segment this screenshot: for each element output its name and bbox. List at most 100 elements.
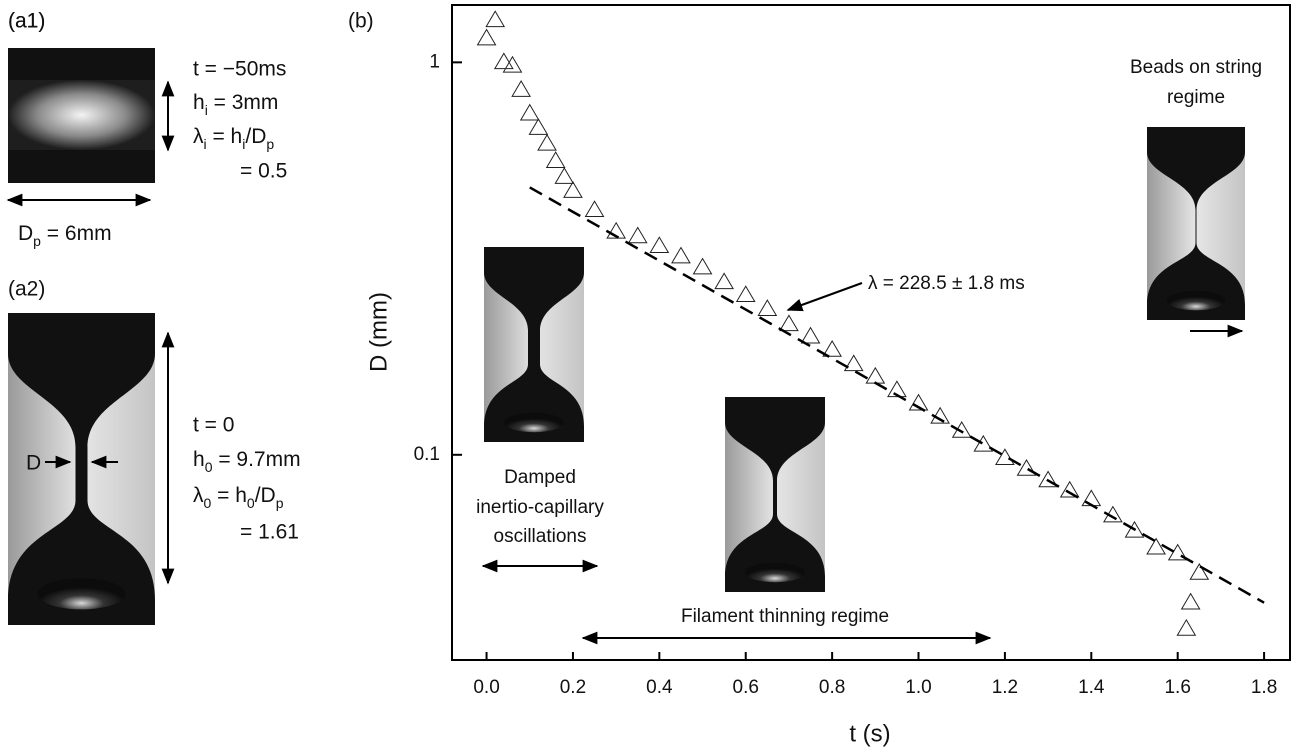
data-point — [528, 118, 549, 135]
data-point — [485, 10, 506, 28]
height-label: hi = 3mm — [193, 91, 278, 118]
data-point — [554, 167, 575, 184]
x-tick-label: 0.2 — [560, 677, 586, 698]
data-point — [493, 52, 514, 70]
data-point — [606, 221, 627, 239]
x-tick-label: 0.0 — [473, 677, 499, 698]
ratio-label: λ0 = h0/Dp — [193, 484, 284, 511]
time-label: t = 0 — [193, 414, 234, 437]
annotation: λ = 228.5 ± 1.8 ms — [868, 273, 1025, 294]
panel-label: (a1) — [8, 10, 45, 33]
fit-line — [529, 186, 1265, 604]
x-tick-label: 0.6 — [733, 677, 759, 698]
text-run: = h — [207, 125, 243, 148]
photo-highlight — [504, 412, 564, 433]
diameter-label: Dp = 6mm — [18, 222, 112, 249]
ratio-label: λi = hi/Dp — [193, 125, 274, 152]
data-point — [865, 366, 886, 384]
data-point — [714, 272, 735, 290]
data-point — [1038, 470, 1058, 488]
x-tick-label: 1.8 — [1251, 677, 1277, 698]
data-point — [1176, 618, 1197, 636]
x-tick-label: 0.8 — [819, 677, 845, 698]
time-label: t = −50ms — [193, 58, 286, 81]
photo-liquid — [8, 313, 155, 625]
plot-frame — [451, 4, 1291, 661]
y-tick-label: 0.1 — [414, 444, 440, 465]
subscript: p — [266, 136, 274, 152]
data-point — [476, 28, 497, 46]
subscript: 0 — [205, 459, 213, 475]
x-tick-label: 1.6 — [1164, 677, 1190, 698]
y-tick-label: 1 — [429, 51, 440, 72]
data-point — [511, 80, 531, 97]
data-point — [908, 393, 929, 411]
photo — [8, 313, 155, 625]
photo-highlight — [745, 562, 805, 583]
annotation: inertio-capillary — [476, 497, 604, 518]
photo-liquid — [725, 397, 825, 592]
data-point — [822, 339, 842, 357]
height-label: h0 = 9.7mm — [193, 448, 301, 475]
text-run: = 6mm — [41, 222, 112, 245]
x-axis-label: t (s) — [849, 720, 890, 747]
x-tick-label: 1.0 — [905, 677, 931, 698]
data-point — [1059, 480, 1080, 498]
subscript: p — [276, 495, 284, 511]
diameter-symbol: D — [26, 452, 41, 475]
text-run: D — [18, 222, 33, 245]
data-point — [930, 406, 950, 424]
annotation: oscillations — [494, 526, 587, 547]
data-point — [843, 354, 864, 372]
ratio-value: = 0.5 — [240, 160, 287, 183]
data-point — [1180, 592, 1201, 610]
data-point — [995, 448, 1015, 466]
data-point — [1146, 537, 1166, 555]
data-point — [757, 299, 778, 316]
data-point — [502, 55, 523, 73]
subscript: i — [242, 136, 245, 152]
data-point — [1081, 489, 1102, 507]
data-point — [951, 420, 972, 438]
photo-highlight — [1166, 291, 1226, 311]
data-point — [584, 200, 605, 218]
text-run: h — [193, 448, 205, 471]
text-run: /D — [245, 125, 266, 148]
annotation: Damped — [504, 467, 576, 488]
photo-liquid — [8, 80, 155, 150]
data-point — [1124, 520, 1145, 538]
arrow — [786, 282, 863, 312]
photo-liquid — [484, 247, 584, 442]
photo-liquid — [1147, 127, 1245, 320]
subscript: 0 — [247, 495, 255, 511]
data-point — [627, 226, 648, 244]
text-run: = 9.7mm — [212, 448, 300, 471]
annotation: Filament thinning regime — [681, 606, 889, 627]
x-tick-label: 0.4 — [646, 677, 673, 698]
data-point — [973, 434, 994, 452]
data-point — [800, 326, 821, 344]
x-tick-label: 1.4 — [1078, 677, 1105, 698]
data-point — [1016, 459, 1037, 476]
data-point — [735, 285, 756, 303]
ratio-value: = 1.61 — [240, 521, 299, 544]
y-axis-label: D (mm) — [365, 292, 392, 372]
text-run: λ — [193, 125, 204, 148]
data-point — [563, 181, 583, 198]
text-run: λ — [193, 484, 204, 507]
x-tick-label: 1.2 — [992, 677, 1018, 698]
subscript: 0 — [204, 495, 212, 511]
data-point — [649, 236, 670, 254]
data-point — [545, 151, 566, 168]
data-point — [692, 257, 713, 275]
panel-label: (a2) — [8, 278, 45, 301]
subscript: i — [204, 136, 207, 152]
text-run: = h — [211, 484, 247, 507]
annotation: regime — [1167, 87, 1225, 108]
text-run: /D — [255, 484, 276, 507]
data-point — [519, 103, 540, 121]
panel-label: (b) — [348, 10, 374, 33]
panel-label: (a1) — [8, 10, 45, 33]
text-run: h — [193, 91, 205, 114]
annotation: Beads on string — [1130, 57, 1262, 78]
